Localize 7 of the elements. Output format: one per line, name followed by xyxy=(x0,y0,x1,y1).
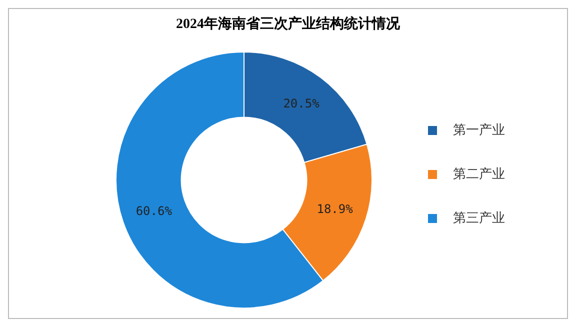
legend-label: 第一产业 xyxy=(453,123,505,138)
data-label: 18.9% xyxy=(316,202,354,216)
data-label: 20.5% xyxy=(283,96,320,111)
data-label: 60.6% xyxy=(136,204,173,218)
legend-label: 第三产业 xyxy=(453,211,505,226)
chart-title: 2024年海南省三次产业结构统计情况 xyxy=(175,15,401,33)
legend-label: 第二产业 xyxy=(453,167,505,182)
